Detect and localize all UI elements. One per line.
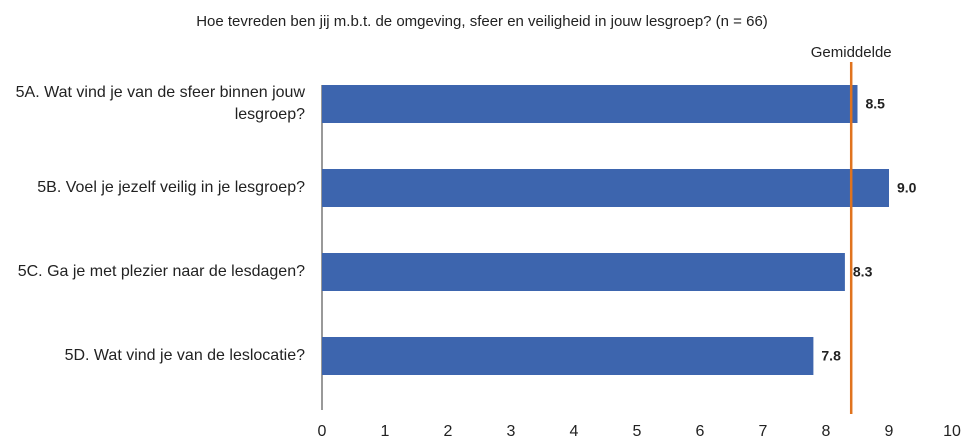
x-tick-label: 6 bbox=[696, 423, 705, 439]
x-tick-label: 7 bbox=[759, 423, 768, 439]
bar bbox=[322, 337, 814, 375]
data-label: 8.5 bbox=[866, 96, 886, 112]
bar bbox=[322, 253, 845, 291]
x-tick-label: 1 bbox=[381, 423, 390, 439]
x-tick-label: 8 bbox=[822, 423, 831, 439]
x-tick-label: 2 bbox=[444, 423, 453, 439]
x-tick-label: 0 bbox=[318, 423, 327, 439]
x-tick-label: 9 bbox=[885, 423, 894, 439]
data-label: 7.8 bbox=[821, 348, 841, 364]
chart-subtitle: Hoe tevreden ben jij m.b.t. de omgeving,… bbox=[196, 13, 768, 30]
y-tick-label: 5A. Wat vind je van de sfeer binnen jouw… bbox=[15, 84, 305, 123]
y-tick-label: 5D. Wat vind je van de leslocatie? bbox=[64, 347, 305, 364]
y-tick-label: 5B. Voel je jezelf veilig in je lesgroep… bbox=[37, 179, 305, 196]
bar bbox=[322, 169, 889, 207]
bar bbox=[322, 85, 858, 123]
data-label: 9.0 bbox=[897, 180, 917, 196]
x-tick-label: 3 bbox=[507, 423, 516, 439]
y-tick-label: 5C. Ga je met plezier naar de lesdagen? bbox=[17, 263, 305, 280]
x-tick-label: 4 bbox=[570, 423, 579, 439]
data-label: 8.3 bbox=[853, 264, 873, 280]
reference-label: Gemiddelde bbox=[811, 44, 892, 61]
x-tick-label: 5 bbox=[633, 423, 642, 439]
x-tick-label: 10 bbox=[943, 423, 961, 439]
